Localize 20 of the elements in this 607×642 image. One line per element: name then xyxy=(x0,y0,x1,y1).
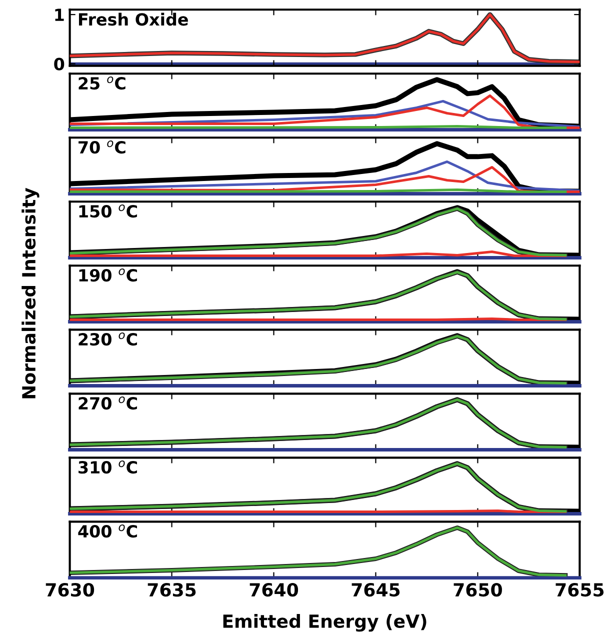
x-tick-label: 7650 xyxy=(454,582,502,597)
y-axis-title: Normalized Intensity xyxy=(22,188,40,398)
y-tick-label: 1 xyxy=(55,8,64,21)
chart-title: 150 $^{o}$C xyxy=(79,204,137,218)
chart-title: 190 $^{o}$C xyxy=(79,268,137,282)
chart-title: 70 $^{o}$C xyxy=(78,140,126,154)
chart-title: 270 $^{o}$C xyxy=(78,396,137,410)
x-tick-label: 7655 xyxy=(556,582,604,597)
chart-title: 25 $^{o}$C xyxy=(78,76,126,90)
chart-title: Fresh Oxide xyxy=(78,12,188,26)
x-tick-label: 7635 xyxy=(148,582,196,597)
x-tick-label: 7645 xyxy=(352,582,400,597)
chart-title: 400 $^{o}$C xyxy=(78,524,137,538)
chart-title: 230 $^{o}$C xyxy=(78,332,137,346)
x-tick-label: 7640 xyxy=(250,582,298,597)
x-tick-label: 7630 xyxy=(46,582,94,597)
line-series xyxy=(70,12,580,64)
y-tick-label: 0 xyxy=(54,58,64,70)
x-axis-title: Emitted Energy (eV) xyxy=(223,614,426,632)
chart-title: 310 $^{o}$C xyxy=(78,460,137,474)
